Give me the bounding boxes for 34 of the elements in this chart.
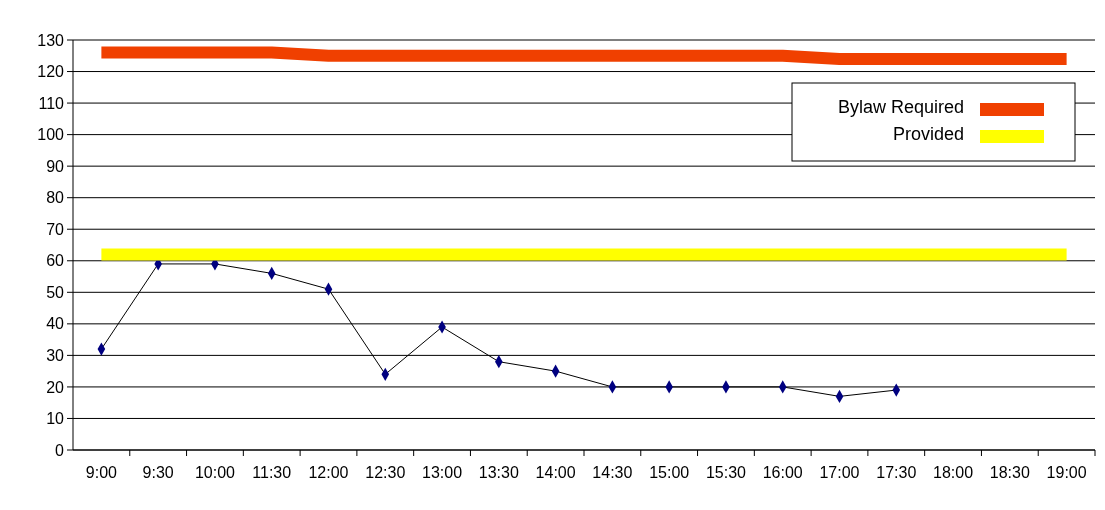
y-tick-label: 50 — [46, 283, 65, 301]
x-tick-label: 9:00 — [85, 464, 118, 481]
x-tick-label: 17:30 — [876, 464, 917, 481]
legend-label: Bylaw Required — [837, 96, 964, 117]
x-tick-label: 12:00 — [308, 464, 349, 481]
x-tick-label: 19:00 — [1046, 464, 1087, 481]
x-tick-label: 9:30 — [142, 464, 174, 481]
x-tick-label: 12:30 — [365, 464, 406, 481]
x-tick-label: 17:00 — [819, 464, 860, 481]
y-tick-label: 90 — [46, 157, 65, 175]
x-tick-label: 18:30 — [989, 464, 1030, 481]
y-tick-label: 80 — [46, 189, 65, 207]
y-tick-label: 100 — [37, 126, 65, 144]
x-tick-label: 18:00 — [933, 464, 974, 481]
x-tick-label: 14:00 — [535, 464, 576, 481]
x-tick-label: 14:30 — [592, 464, 633, 481]
legend-label: Provided — [892, 123, 964, 144]
y-tick-label: 10 — [46, 410, 65, 428]
y-tick-label: 40 — [46, 315, 65, 333]
x-tick-label: 15:30 — [705, 464, 747, 481]
x-tick-label: 13:30 — [478, 464, 519, 481]
y-tick-label: 110 — [38, 94, 65, 112]
y-tick-label: 60 — [46, 252, 65, 270]
y-tick-label: 0 — [55, 441, 65, 459]
x-tick-label: 10:00 — [194, 464, 236, 481]
x-tick-label: 11:30 — [252, 464, 292, 481]
y-tick-label: 70 — [46, 220, 65, 238]
y-tick-label: 130 — [37, 31, 65, 49]
x-tick-label: 13:00 — [422, 464, 463, 481]
y-tick-label: 120 — [37, 63, 65, 81]
x-tick-label: 16:00 — [762, 464, 803, 481]
y-tick-label: 20 — [46, 378, 65, 396]
y-tick-label: 30 — [46, 346, 65, 364]
x-tick-label: 15:00 — [649, 464, 690, 481]
